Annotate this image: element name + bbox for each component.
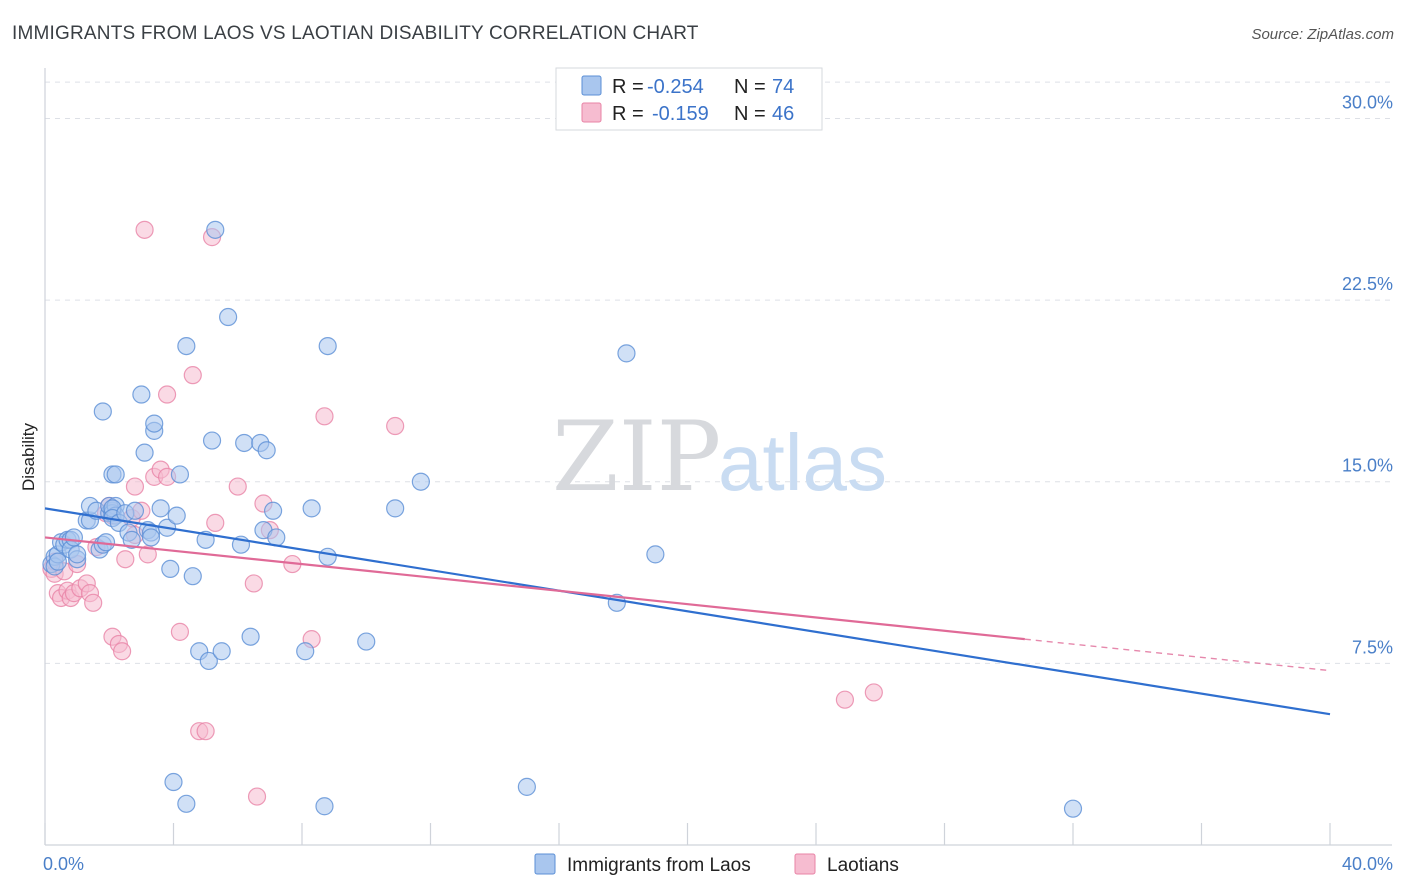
data-point-blue [219,307,238,327]
data-point-blue [302,499,321,518]
x-tick-labels: 0.0% 40.0% [43,854,1393,874]
data-point-blue [183,567,202,586]
data-points [42,220,1083,818]
data-point-pink [84,593,103,612]
data-point-pink [244,574,263,593]
data-point-blue [177,794,196,813]
series-legend-label-pink: Laotians [827,855,899,876]
data-point-pink [196,722,215,741]
data-point-blue [125,501,145,520]
data-point-pink [247,787,267,806]
data-point-pink [183,366,202,385]
legend-r-value-blue: -0.254 [647,76,704,98]
data-point-pink [835,690,855,709]
data-point-blue [517,777,536,796]
axes [44,68,1392,846]
data-point-pink [135,220,154,239]
data-point-blue [386,499,405,518]
data-point-blue [411,472,430,491]
legend-r-label: R = [612,76,644,98]
trend-line-pink [44,536,1025,641]
chart-source: Source: ZipAtlas.com [1251,26,1394,43]
legend-n-label: N = [734,103,766,125]
data-point-blue [122,530,141,549]
data-point-blue [132,385,151,404]
legend-r-value-pink: -0.159 [652,103,709,125]
data-point-blue [177,336,196,356]
trend-line-blue [44,507,1331,716]
data-point-blue [617,344,636,363]
data-point-blue [170,465,190,484]
legend-swatch-pink [581,102,602,123]
data-point-blue [296,642,315,661]
series-legend-swatch-pink [794,853,816,875]
y-tick-labels: 7.5% 15.0% 22.5% 30.0% [1342,92,1393,657]
data-point-blue [206,220,225,239]
data-point-blue [646,545,665,564]
y-axis-label: Disability [19,422,38,491]
watermark: ZIP atlas [552,401,887,513]
data-point-blue [315,797,334,816]
data-point-pink [315,407,334,426]
legend-n-label: N = [734,76,766,98]
data-point-pink [170,622,190,641]
legend-r-label: R = [612,103,644,125]
data-point-pink [386,416,405,436]
gridlines [45,81,1392,664]
data-point-blue [106,465,125,484]
data-point-blue [318,547,337,566]
data-point-blue [93,402,112,421]
data-point-blue [241,627,260,646]
data-point-pink [864,683,883,702]
data-point-blue [1063,799,1083,818]
data-point-blue [68,545,87,564]
data-point-blue [161,559,180,579]
series-legend-swatch-blue [534,853,556,875]
y-tick-label: 30.0% [1342,92,1393,112]
legend-n-value-blue: 74 [772,76,794,98]
legend-swatch-blue [581,75,602,96]
data-point-pink [112,642,132,661]
chart-title: IMMIGRANTS FROM LAOS VS LAOTIAN DISABILI… [12,23,699,44]
data-point-blue [235,433,254,453]
data-point-blue [263,501,283,520]
data-point-blue [164,772,183,792]
y-tick-label: 15.0% [1342,456,1393,476]
trend-lines [44,507,1331,716]
data-point-blue [199,651,218,671]
data-point-blue [212,642,231,661]
data-point-pink [157,385,177,404]
data-point-blue [145,414,164,433]
y-tick-label: 22.5% [1342,274,1393,294]
y-tick-label: 7.5% [1352,637,1393,657]
data-point-blue [151,499,170,518]
data-point-blue [202,431,222,450]
watermark-zip: ZIP [552,401,721,513]
data-point-blue [135,443,154,462]
data-point-blue [257,441,276,460]
series-legend: Immigrants from Laos Laotians [534,853,899,876]
data-point-pink [228,477,247,496]
data-point-blue [64,528,84,547]
x-tick-label: 0.0% [43,854,84,874]
data-point-blue [167,506,186,525]
trend-line-extension-pink [1024,638,1331,672]
data-point-pink [206,513,225,532]
data-point-blue [357,632,376,651]
data-point-pink [116,550,135,569]
data-point-blue [141,528,161,547]
stats-legend: R = -0.254 N = 74 R = -0.159 N = 46 [555,67,823,131]
data-point-blue [48,552,67,571]
x-tick-label: 40.0% [1342,854,1393,874]
data-point-pink [125,477,145,496]
watermark-atlas: atlas [718,418,887,507]
data-point-blue [318,336,337,356]
series-legend-label-blue: Immigrants from Laos [567,855,751,876]
legend-n-value-pink: 46 [772,103,794,125]
